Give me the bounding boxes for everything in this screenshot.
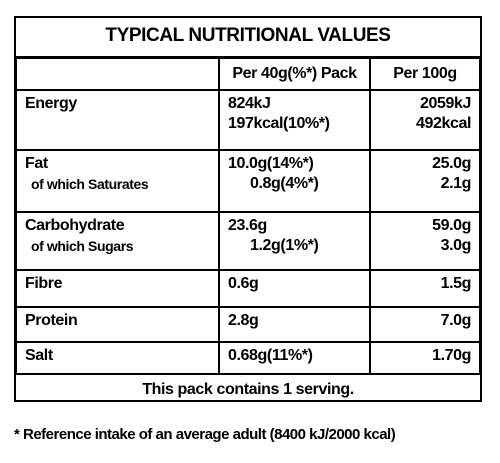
value-line: 1.2g(1%*) — [250, 237, 319, 254]
value-line: 0.6g — [228, 275, 259, 292]
value-line: 7.0g — [440, 312, 472, 329]
per100-value: 7.0g — [370, 307, 480, 342]
value-line: 2.8g — [228, 312, 259, 329]
pack-value: 23.6g 1.2g(1%*) — [219, 212, 370, 270]
label: Fibre — [25, 275, 63, 292]
row-label: Energy — [16, 90, 219, 150]
sub-label: of which Saturates — [31, 176, 149, 192]
pack-value: 824kJ 197kcal(10%*) — [219, 90, 370, 150]
label: Protein — [25, 312, 78, 329]
value-line: 0.8g(4%*) — [250, 175, 319, 192]
value-line: 23.6g — [228, 217, 267, 234]
column-header: Per 100g — [370, 58, 480, 90]
pack-value: 10.0g(14%*) 0.8g(4%*) — [219, 150, 370, 212]
value-line: 2059kJ — [420, 95, 471, 112]
value-line: 59.0g — [432, 217, 471, 234]
label: Salt — [25, 347, 53, 364]
value-line: 197kcal(10%*) — [228, 115, 330, 132]
sub-label: of which Sugars — [31, 238, 134, 254]
pack-value: 0.6g — [219, 270, 370, 307]
label: Carbohydrate — [25, 217, 125, 234]
footnote: * Reference intake of an average adult (… — [14, 426, 396, 443]
value-line: 824kJ — [228, 95, 271, 112]
value-line: 1.5g — [440, 275, 472, 292]
column-header: Per 40g(%*) Pack — [219, 58, 370, 90]
value-line: 0.68g(11%*) — [228, 347, 313, 364]
per100-value: 1.5g — [370, 270, 480, 307]
value-line: 2.1g — [440, 175, 472, 192]
per100-value: 59.0g 3.0g — [370, 212, 480, 270]
value-line: 492kcal — [415, 115, 471, 132]
value-line: 1.70g — [432, 347, 471, 364]
pack-value: 0.68g(11%*) — [219, 342, 370, 374]
value-line: 25.0g — [432, 155, 471, 172]
row-label: Fat of which Saturates — [16, 150, 219, 212]
value-line: 10.0g(14%*) — [228, 155, 314, 172]
label: Fat — [25, 155, 48, 172]
row-label: Salt — [16, 342, 219, 374]
row-label: Carbohydrate of which Sugars — [16, 212, 219, 270]
per100-value: 1.70g — [370, 342, 480, 374]
pack-value: 2.8g — [219, 307, 370, 342]
table-footer: This pack contains 1 serving. — [16, 374, 480, 400]
value-line: 3.0g — [440, 237, 472, 254]
header-blank — [16, 58, 219, 90]
per100-value: 25.0g 2.1g — [370, 150, 480, 212]
per100-value: 2059kJ 492kcal — [370, 90, 480, 150]
label: Energy — [25, 95, 77, 112]
row-label: Fibre — [16, 270, 219, 307]
table-title: TYPICAL NUTRITIONAL VALUES — [16, 18, 480, 58]
nutrition-table: TYPICAL NUTRITIONAL VALUES Per 40g(%*) Pa… — [14, 16, 482, 402]
row-label: Protein — [16, 307, 219, 342]
